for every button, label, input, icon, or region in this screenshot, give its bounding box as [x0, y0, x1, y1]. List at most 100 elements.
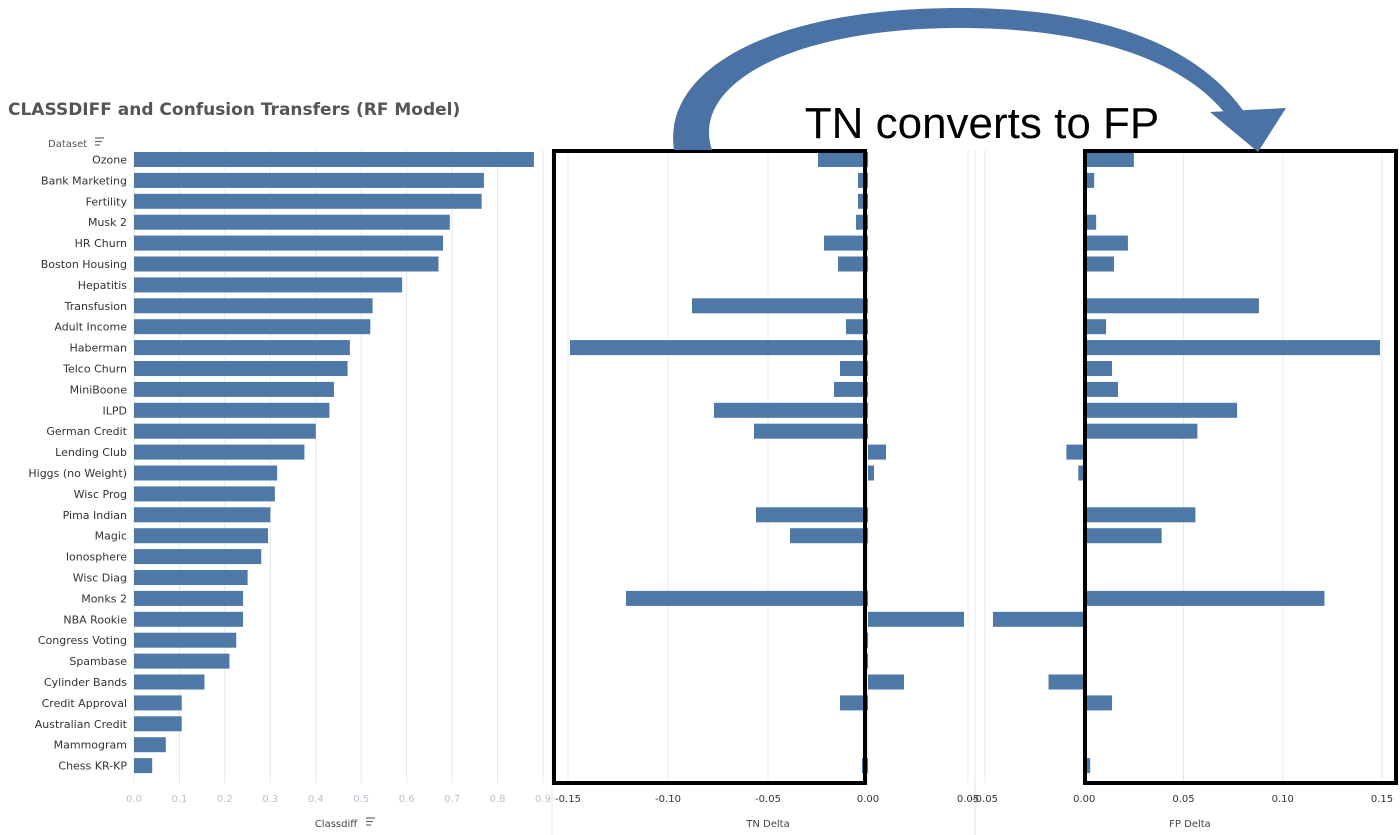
sort-icon[interactable] — [95, 137, 104, 146]
bars — [134, 152, 1381, 774]
bar-classdiff[interactable] — [134, 486, 275, 502]
tick-label: 0.15 — [1371, 794, 1393, 805]
bar-classdiff[interactable] — [134, 674, 205, 690]
bar-classdiff[interactable] — [134, 465, 278, 481]
bar-tn-delta[interactable] — [868, 674, 904, 690]
bar-classdiff[interactable] — [134, 737, 166, 753]
tick-label: 0.4 — [308, 794, 324, 805]
tick-label: 0.1 — [171, 794, 187, 805]
bar-tn-delta[interactable] — [834, 381, 868, 397]
category-label: HR Churn — [75, 237, 127, 250]
bar-fp-delta[interactable] — [1084, 528, 1162, 544]
category-label: Spambase — [69, 655, 127, 668]
category-label: German Credit — [46, 425, 127, 438]
bar-classdiff[interactable] — [134, 528, 269, 544]
bar-classdiff[interactable] — [134, 423, 316, 439]
bar-classdiff[interactable] — [134, 381, 334, 397]
arrow-head-icon — [1210, 108, 1286, 152]
tick-label: 0.5 — [353, 794, 369, 805]
bar-fp-delta[interactable] — [1066, 444, 1085, 460]
bar-classdiff[interactable] — [134, 444, 305, 460]
bar-tn-delta[interactable] — [626, 590, 868, 606]
tick-label: -0.05 — [972, 794, 998, 805]
bar-classdiff[interactable] — [134, 590, 244, 606]
bar-fp-delta[interactable] — [1084, 340, 1381, 356]
category-label: Magic — [95, 530, 127, 543]
category-label: ILPD — [103, 404, 127, 417]
bar-fp-delta[interactable] — [1078, 465, 1085, 481]
bar-classdiff[interactable] — [134, 193, 482, 209]
category-label: MiniBoone — [70, 383, 128, 396]
bar-classdiff[interactable] — [134, 549, 262, 565]
bar-fp-delta[interactable] — [1084, 381, 1118, 397]
bar-fp-delta[interactable] — [1084, 256, 1115, 272]
bar-classdiff[interactable] — [134, 277, 403, 293]
bar-fp-delta[interactable] — [1084, 758, 1091, 774]
bar-classdiff[interactable] — [134, 653, 230, 669]
bar-tn-delta[interactable] — [868, 444, 886, 460]
bar-tn-delta[interactable] — [756, 507, 868, 523]
tick-label: 0.10 — [1272, 794, 1294, 805]
category-label: Wisc Diag — [73, 572, 127, 585]
bar-fp-delta[interactable] — [1084, 423, 1198, 439]
bar-tn-delta[interactable] — [754, 423, 868, 439]
category-label: Australian Credit — [35, 718, 128, 731]
bar-fp-delta[interactable] — [1084, 172, 1095, 188]
category-label: Boston Housing — [41, 258, 127, 271]
bar-tn-delta[interactable] — [838, 256, 868, 272]
bar-fp-delta[interactable] — [1084, 507, 1196, 523]
bar-fp-delta[interactable] — [992, 611, 1085, 627]
classdiff-sort-icon[interactable] — [366, 817, 375, 826]
bar-tn-delta[interactable] — [840, 361, 868, 376]
bar-classdiff[interactable] — [134, 298, 373, 314]
bar-classdiff[interactable] — [134, 570, 248, 585]
bar-tn-delta[interactable] — [846, 319, 868, 335]
category-label: Congress Voting — [38, 634, 127, 647]
bar-classdiff[interactable] — [134, 256, 439, 272]
bar-classdiff[interactable] — [134, 235, 444, 251]
bar-classdiff[interactable] — [134, 507, 271, 523]
bar-tn-delta[interactable] — [818, 152, 868, 167]
bar-fp-delta[interactable] — [1084, 235, 1128, 251]
bar-tn-delta[interactable] — [692, 298, 868, 314]
bar-tn-delta[interactable] — [868, 465, 874, 481]
bar-fp-delta[interactable] — [1084, 590, 1325, 606]
bar-tn-delta[interactable] — [868, 611, 964, 627]
bar-tn-delta[interactable] — [714, 402, 868, 418]
bar-fp-delta[interactable] — [1084, 361, 1113, 376]
bar-fp-delta[interactable] — [1084, 402, 1238, 418]
bar-tn-delta[interactable] — [790, 528, 868, 544]
bar-tn-delta[interactable] — [840, 695, 868, 711]
bar-classdiff[interactable] — [134, 758, 153, 774]
bar-classdiff[interactable] — [134, 214, 450, 230]
category-label: Ionosphere — [66, 551, 127, 564]
category-label: Hepatitis — [78, 279, 128, 292]
bar-classdiff[interactable] — [134, 716, 182, 732]
bar-fp-delta[interactable] — [1084, 214, 1097, 230]
bar-classdiff[interactable] — [134, 340, 350, 356]
bar-fp-delta[interactable] — [1084, 319, 1107, 335]
tick-label: -0.05 — [755, 794, 781, 805]
bar-classdiff[interactable] — [134, 319, 371, 335]
bar-classdiff[interactable] — [134, 402, 330, 418]
bar-fp-delta[interactable] — [1048, 674, 1085, 690]
bar-fp-delta[interactable] — [1084, 152, 1134, 167]
bar-classdiff[interactable] — [134, 695, 182, 711]
tick-label: 0.2 — [217, 794, 233, 805]
bar-fp-delta[interactable] — [1084, 695, 1113, 711]
tick-label: -0.10 — [655, 794, 681, 805]
bar-tn-delta[interactable] — [570, 340, 868, 356]
bar-classdiff[interactable] — [134, 172, 484, 188]
category-label: Chess KR-KP — [58, 760, 127, 773]
fp-highlight-box — [1083, 149, 1398, 785]
tick-label: 0.9 — [535, 794, 551, 805]
axis-label-fp-delta: FP Delta — [1169, 819, 1211, 830]
bar-classdiff[interactable] — [134, 611, 244, 627]
bar-classdiff[interactable] — [134, 632, 237, 648]
tick-label: -0.15 — [555, 794, 581, 805]
bar-classdiff[interactable] — [134, 152, 534, 167]
bar-tn-delta[interactable] — [824, 235, 868, 251]
category-label: Haberman — [69, 342, 127, 355]
bar-classdiff[interactable] — [134, 361, 348, 376]
bar-fp-delta[interactable] — [1084, 298, 1259, 314]
